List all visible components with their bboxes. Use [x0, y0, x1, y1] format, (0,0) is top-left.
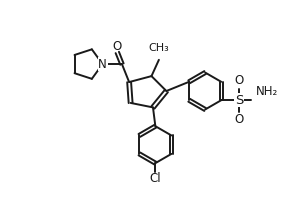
- Text: O: O: [112, 40, 121, 53]
- Text: CH₃: CH₃: [148, 43, 169, 53]
- Text: O: O: [234, 74, 244, 87]
- Text: N: N: [98, 58, 107, 70]
- Text: NH₂: NH₂: [255, 85, 278, 98]
- Text: Cl: Cl: [150, 171, 161, 185]
- Text: S: S: [235, 94, 243, 107]
- Text: O: O: [234, 114, 244, 126]
